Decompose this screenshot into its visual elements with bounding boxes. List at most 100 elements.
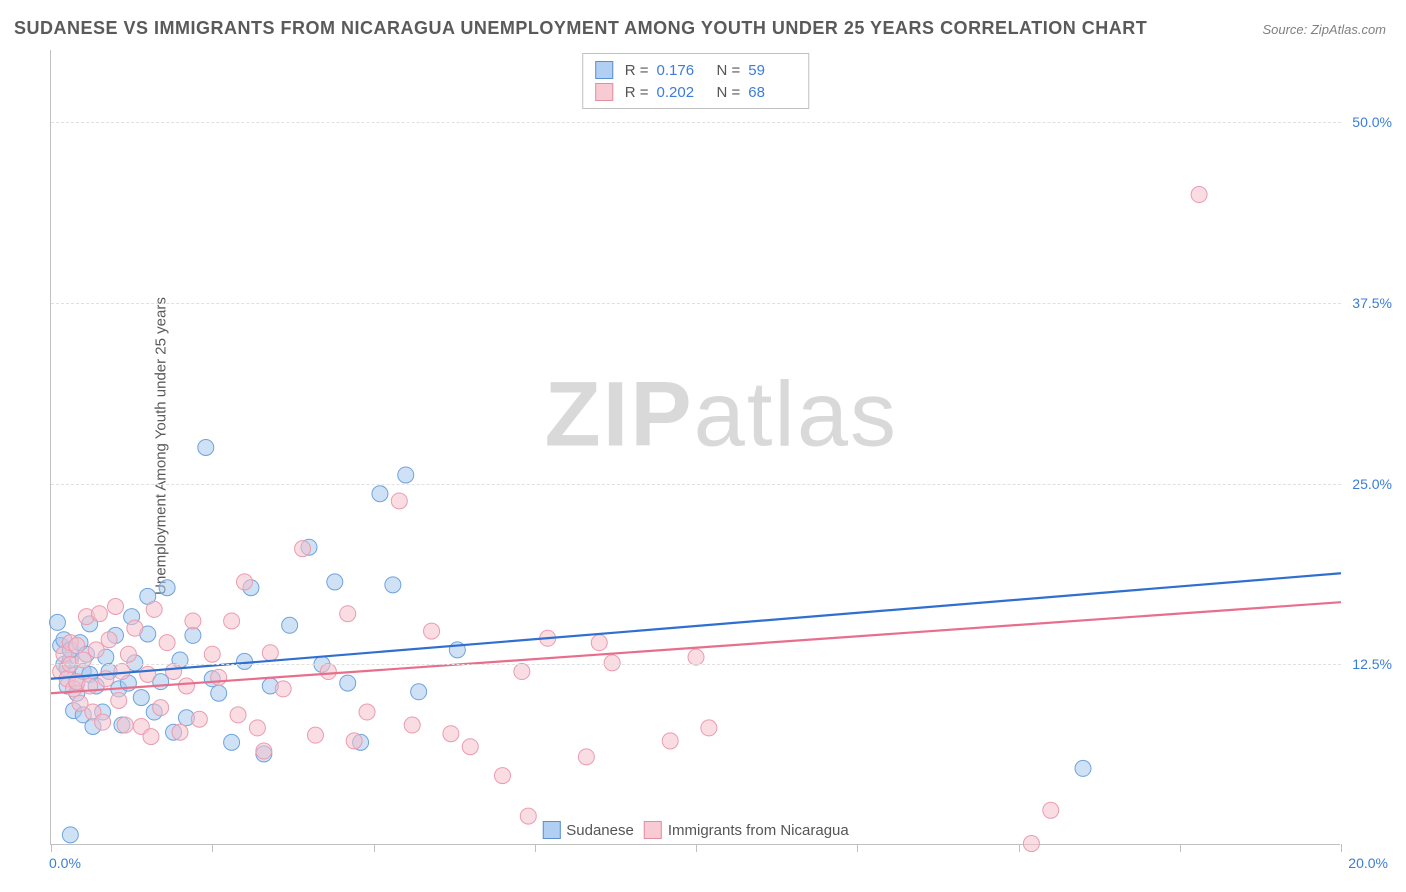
- stat-r-value-2: 0.202: [657, 84, 705, 101]
- stat-n-label: N =: [717, 62, 741, 79]
- gridline: [51, 303, 1341, 304]
- stat-r-label: R =: [625, 84, 649, 101]
- legend-stats-row-1: R = 0.176 N = 59: [595, 59, 797, 81]
- x-tick-label: 0.0%: [49, 855, 81, 871]
- swatch-blue-icon: [595, 61, 613, 79]
- data-point: [372, 486, 388, 502]
- trend-line: [51, 602, 1341, 693]
- data-point: [117, 717, 133, 733]
- legend-item-nicaragua: Immigrants from Nicaragua: [644, 821, 849, 839]
- swatch-blue-icon: [542, 821, 560, 839]
- data-point: [340, 675, 356, 691]
- stat-n-label: N =: [717, 84, 741, 101]
- data-point: [185, 627, 201, 643]
- data-point: [1075, 760, 1091, 776]
- y-tick-label: 37.5%: [1352, 295, 1392, 311]
- x-tick: [1019, 844, 1020, 852]
- x-tick: [857, 844, 858, 852]
- data-point: [178, 678, 194, 694]
- data-point: [701, 720, 717, 736]
- data-point: [359, 704, 375, 720]
- legend-series: Sudanese Immigrants from Nicaragua: [536, 819, 854, 841]
- x-tick: [535, 844, 536, 852]
- data-point: [224, 734, 240, 750]
- data-point: [127, 620, 143, 636]
- data-point: [520, 808, 536, 824]
- data-point: [230, 707, 246, 723]
- data-point: [62, 827, 78, 843]
- legend-label-2: Immigrants from Nicaragua: [668, 822, 849, 839]
- stat-r-label: R =: [625, 62, 649, 79]
- data-point: [591, 635, 607, 651]
- stat-r-value-1: 0.176: [657, 62, 705, 79]
- chart-container: ZIPatlas R = 0.176 N = 59 R = 0.202 N = …: [50, 50, 1390, 845]
- x-tick: [1180, 844, 1181, 852]
- data-point: [391, 493, 407, 509]
- data-point: [604, 655, 620, 671]
- data-point: [1191, 187, 1207, 203]
- legend-label-1: Sudanese: [566, 822, 634, 839]
- data-point: [191, 711, 207, 727]
- data-point: [327, 574, 343, 590]
- data-point: [153, 700, 169, 716]
- data-point: [211, 685, 227, 701]
- data-point: [1023, 836, 1039, 852]
- data-point: [462, 739, 478, 755]
- gridline: [51, 664, 1341, 665]
- data-point: [249, 720, 265, 736]
- data-point: [75, 652, 91, 668]
- data-point: [143, 729, 159, 745]
- data-point: [411, 684, 427, 700]
- x-tick: [374, 844, 375, 852]
- data-point: [346, 733, 362, 749]
- data-point: [69, 638, 85, 654]
- data-point: [159, 635, 175, 651]
- data-point: [172, 724, 188, 740]
- data-point: [404, 717, 420, 733]
- data-point: [262, 645, 278, 661]
- data-point: [224, 613, 240, 629]
- data-point: [495, 768, 511, 784]
- data-point: [275, 681, 291, 697]
- data-point: [443, 726, 459, 742]
- y-tick-label: 25.0%: [1352, 476, 1392, 492]
- chart-title: SUDANESE VS IMMIGRANTS FROM NICARAGUA UN…: [14, 18, 1147, 39]
- x-tick: [51, 844, 52, 852]
- data-point: [385, 577, 401, 593]
- data-point: [578, 749, 594, 765]
- data-point: [185, 613, 201, 629]
- data-point: [307, 727, 323, 743]
- data-point: [159, 580, 175, 596]
- data-point: [95, 714, 111, 730]
- data-point: [295, 541, 311, 557]
- stat-n-value-2: 68: [748, 84, 796, 101]
- gridline: [51, 122, 1341, 123]
- data-point: [146, 601, 162, 617]
- data-point: [340, 606, 356, 622]
- data-point: [688, 649, 704, 665]
- data-point: [211, 669, 227, 685]
- data-point: [398, 467, 414, 483]
- legend-stats: R = 0.176 N = 59 R = 0.202 N = 68: [582, 53, 810, 109]
- data-point: [320, 664, 336, 680]
- data-point: [204, 646, 220, 662]
- data-point: [49, 614, 65, 630]
- plot-area: ZIPatlas R = 0.176 N = 59 R = 0.202 N = …: [50, 50, 1340, 845]
- data-point: [198, 440, 214, 456]
- data-point: [108, 599, 124, 615]
- y-tick-label: 12.5%: [1352, 656, 1392, 672]
- data-point: [514, 664, 530, 680]
- legend-item-sudanese: Sudanese: [542, 821, 634, 839]
- data-point: [424, 623, 440, 639]
- source-label: Source: ZipAtlas.com: [1262, 22, 1386, 37]
- legend-stats-row-2: R = 0.202 N = 68: [595, 81, 797, 103]
- data-point: [662, 733, 678, 749]
- data-point: [120, 646, 136, 662]
- gridline: [51, 484, 1341, 485]
- data-point: [88, 642, 104, 658]
- data-point: [140, 666, 156, 682]
- data-point: [166, 664, 182, 680]
- data-point: [133, 690, 149, 706]
- data-point: [282, 617, 298, 633]
- x-tick-label: 20.0%: [1348, 855, 1388, 871]
